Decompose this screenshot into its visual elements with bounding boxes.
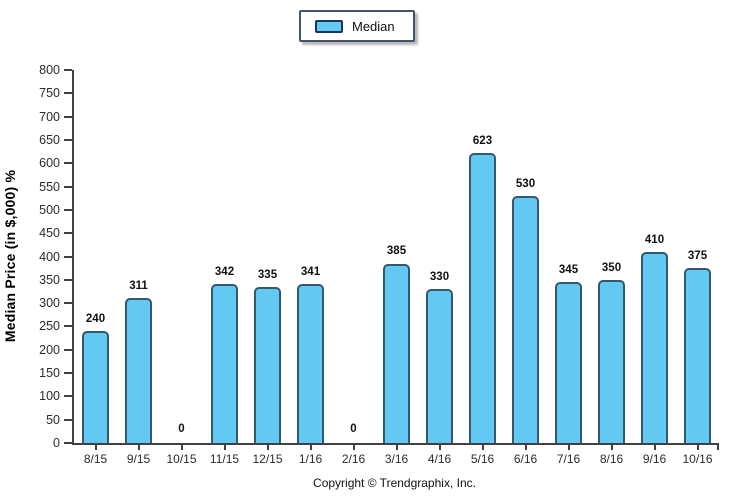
x-axis-tick-label: 8/15 <box>83 452 108 466</box>
legend-label: Median <box>352 18 395 34</box>
bar-5/16 <box>469 152 496 443</box>
y-axis-tick <box>64 418 72 421</box>
bar-value-label: 0 <box>350 423 357 435</box>
bar-8/15 <box>82 331 109 443</box>
x-axis-tick-label: 2/16 <box>341 452 366 466</box>
y-axis-tick <box>64 162 72 165</box>
x-axis-tick <box>309 445 312 450</box>
legend-swatch-median <box>315 19 343 33</box>
bar-value-label: 342 <box>214 265 235 278</box>
x-axis-tick <box>94 445 97 450</box>
y-axis-tick <box>64 302 72 305</box>
x-axis-tick <box>137 445 140 450</box>
bar-9/15 <box>125 298 152 443</box>
bar-value-label: 311 <box>129 279 148 292</box>
bar-value-label: 530 <box>515 177 536 190</box>
y-axis-tick <box>64 185 72 188</box>
x-axis-end-tick <box>717 445 719 450</box>
y-axis-tick-label: 150 <box>39 366 60 381</box>
bar-12/15 <box>254 286 281 443</box>
y-axis-tick-label: 300 <box>39 296 60 311</box>
x-axis-tick-label: 10/15 <box>166 452 197 466</box>
x-axis-tick-label: 9/16 <box>642 452 667 466</box>
x-axis-tick <box>438 445 441 450</box>
bar-10/16 <box>684 268 711 443</box>
x-axis-tick-label: 8/16 <box>599 452 624 466</box>
x-axis-tick <box>481 445 484 450</box>
y-axis-tick-label: 400 <box>39 249 60 264</box>
y-axis-tick-label: 750 <box>39 86 60 101</box>
plot-area: 0 50 100 150 200 250 300 350 400 450 500 550 600 650 7… <box>39 64 719 466</box>
x-axis-tick-label: 12/15 <box>252 452 283 466</box>
bar-9/16 <box>641 251 668 443</box>
y-axis-tick-label: 200 <box>39 342 60 357</box>
x-axis-tick-label: 1/16 <box>298 452 323 466</box>
y-axis-tick-label: 250 <box>39 319 60 334</box>
y-axis-tick <box>64 442 72 444</box>
y-axis-tick <box>64 208 72 211</box>
y-axis-tick-label: 50 <box>46 412 60 427</box>
bar-value-label: 385 <box>386 245 407 258</box>
y-axis-tick-label: 500 <box>39 202 60 217</box>
bar-11/15 <box>211 283 238 443</box>
y-axis-tick <box>64 115 72 118</box>
x-axis-tick <box>223 445 226 450</box>
x-axis-tick-label: 11/15 <box>209 452 240 466</box>
x-axis-tick <box>266 445 269 450</box>
bar-value-label: 345 <box>558 264 579 277</box>
bar-value-label: 335 <box>257 268 278 281</box>
y-axis-tick-label: 600 <box>39 156 60 171</box>
y-axis-tick <box>64 325 72 328</box>
bar-4/16 <box>426 289 453 443</box>
x-axis-tick-label: 3/16 <box>384 452 409 466</box>
y-axis-tick-label: 550 <box>39 179 60 194</box>
x-axis-tick <box>696 445 699 450</box>
x-axis-tick <box>567 445 570 450</box>
y-axis-tick-label: 100 <box>39 389 60 404</box>
x-axis-tick-label: 7/16 <box>556 452 581 466</box>
x-axis-tick <box>653 445 656 450</box>
y-axis-tick <box>64 395 72 398</box>
bar-3/16 <box>383 263 410 443</box>
bar-value-label: 410 <box>644 233 665 246</box>
bar-value-label: 0 <box>178 423 185 435</box>
x-axis-tick-label: 5/16 <box>470 452 495 466</box>
y-axis-tick <box>64 92 72 95</box>
y-axis-tick-label: 350 <box>39 272 60 287</box>
y-axis-tick-label: 650 <box>39 132 60 147</box>
x-axis-tick-label: 9/15 <box>126 452 151 466</box>
y-axis-tick <box>64 138 72 141</box>
bar-value-label: 375 <box>687 250 708 263</box>
y-axis-tick-label: 450 <box>39 226 60 241</box>
bar-value-label: 240 <box>85 313 106 326</box>
bar-8/16 <box>598 279 625 443</box>
x-axis-tick-label: 6/16 <box>513 452 538 466</box>
x-axis-tick-label: 4/16 <box>427 452 452 466</box>
bar-1/16 <box>297 284 324 443</box>
y-axis-tick <box>64 232 72 235</box>
x-axis-tick <box>610 445 613 450</box>
x-axis-tick <box>395 445 398 450</box>
y-axis-tick <box>64 255 72 258</box>
bar-value-label: 623 <box>472 134 493 147</box>
y-axis-tick <box>64 69 72 71</box>
copyright-text: Copyright © Trendgraphix, Inc. <box>313 476 476 490</box>
bar-value-label: 330 <box>429 271 450 284</box>
bar-value-label: 350 <box>601 261 622 274</box>
y-axis-tick-label: 700 <box>39 109 60 124</box>
x-axis-tick-label: 10/16 <box>682 452 713 466</box>
x-axis-tick <box>180 445 183 450</box>
x-axis-tick <box>352 445 355 450</box>
x-axis-tick <box>524 445 527 450</box>
y-axis-tick <box>64 348 72 351</box>
y-axis-tick <box>64 278 72 281</box>
y-axis-tick-label: 0 <box>53 436 60 450</box>
y-axis-tick <box>64 372 72 375</box>
bar-7/16 <box>555 282 582 443</box>
legend: Median <box>299 10 415 42</box>
bar-value-label: 341 <box>300 266 321 278</box>
y-axis-tick-label: 800 <box>39 63 60 77</box>
bar-6/16 <box>512 195 539 443</box>
